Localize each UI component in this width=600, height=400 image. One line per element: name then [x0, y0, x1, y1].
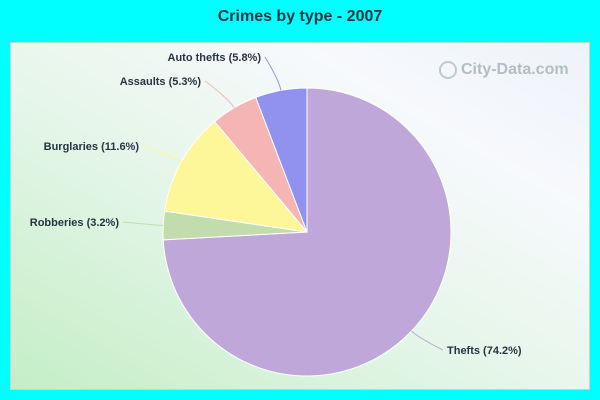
leader-line — [264, 56, 282, 91]
leader-line — [142, 145, 182, 163]
slice-label: Auto thefts (5.8%) — [168, 52, 262, 64]
watermark-logo-icon — [439, 61, 457, 79]
leader-line — [204, 80, 235, 109]
slice-label: Assaults (5.3%) — [120, 76, 202, 88]
leader-line — [122, 221, 164, 226]
watermark-text: City-Data.com — [461, 61, 569, 78]
chart-title: Crimes by type - 2007 — [217, 8, 383, 25]
watermark: City-Data.com — [439, 61, 569, 79]
pie-slice — [163, 120, 309, 233]
slice-label: Robberies (3.2%) — [30, 217, 120, 229]
pie-slice — [255, 87, 308, 233]
pie-chart: Thefts (74.2%) Robberies (3.2%) Burglaries… — [30, 52, 522, 377]
leader-line — [411, 330, 444, 351]
slice-label: Burglaries (11.6%) — [44, 141, 140, 153]
slice-label: Thefts (74.2%) — [447, 345, 522, 357]
chart-panel: City-Data.com Thefts (74.2%) Robberies (3… — [10, 42, 590, 390]
